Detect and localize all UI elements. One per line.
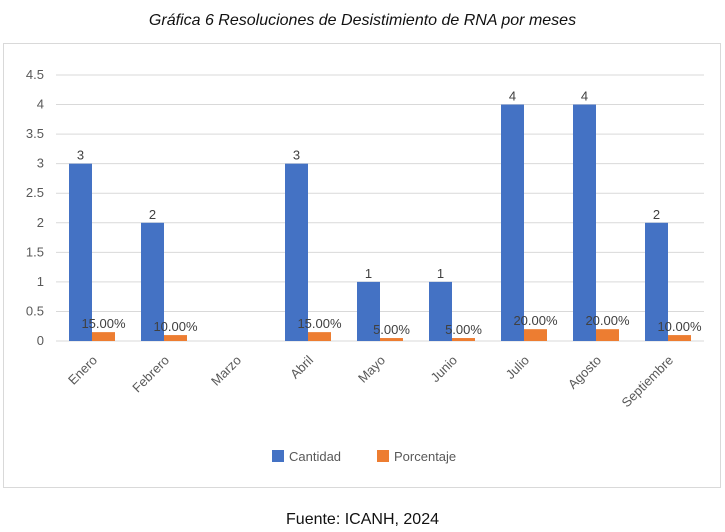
bar-cantidad [69, 163, 92, 341]
data-label-cantidad: 2 [653, 207, 660, 222]
bar-cantidad [645, 222, 668, 341]
bar-cantidad [429, 281, 452, 341]
source-caption: Fuente: ICANH, 2024 [286, 511, 439, 528]
data-label-porcentaje: 10.00% [153, 319, 198, 334]
y-tick-label: 4 [37, 97, 44, 112]
data-label-cantidad: 4 [581, 89, 588, 104]
data-label-porcentaje: 20.00% [585, 313, 630, 328]
x-category-label: Septiembre [619, 353, 677, 411]
data-label-porcentaje: 10.00% [657, 319, 702, 334]
x-category-label: Agosto [565, 353, 604, 392]
y-tick-label: 2 [37, 215, 44, 230]
bar-porcentaje [92, 332, 115, 341]
x-category-label: Marzo [208, 353, 244, 389]
y-tick-label: 2.5 [26, 185, 44, 200]
bar-cantidad [141, 222, 164, 341]
x-category-label: Abril [287, 352, 316, 381]
x-category-label: Febrero [129, 353, 172, 396]
chart-frame: 0 0.5 1 1.5 2 2.5 3 3.5 4 4.5 3 15.00% Enero 2 10.00% F… [3, 43, 721, 488]
y-tick-label: 4.5 [26, 67, 44, 82]
x-category-label: Enero [65, 353, 100, 388]
data-label-cantidad: 1 [437, 266, 444, 281]
data-label-cantidad: 2 [149, 207, 156, 222]
legend-swatch [272, 450, 284, 462]
x-category-label: Junio [428, 353, 461, 386]
x-category-label: Mayo [355, 353, 388, 386]
bar-porcentaje [452, 338, 475, 341]
data-label-cantidad: 1 [365, 266, 372, 281]
bar-porcentaje [380, 338, 403, 341]
data-label-porcentaje: 5.00% [445, 322, 482, 337]
y-tick-label: 1 [37, 274, 44, 289]
y-tick-label: 3.5 [26, 126, 44, 141]
data-label-porcentaje: 15.00% [297, 316, 342, 331]
y-tick-label: 0.5 [26, 303, 44, 318]
y-tick-label: 0 [37, 333, 44, 348]
bar-porcentaje [524, 329, 547, 341]
legend-swatch [377, 450, 389, 462]
bar-cantidad [285, 163, 308, 341]
bar-porcentaje [668, 335, 691, 341]
data-label-cantidad: 3 [293, 148, 300, 163]
bar-chart: 00.511.522.533.544.5315.00%Enero210.00%F… [26, 67, 704, 464]
x-category-label: Julio [503, 353, 533, 383]
bar-cantidad [357, 281, 380, 341]
data-label-porcentaje: 15.00% [81, 316, 126, 331]
bar-cantidad [573, 104, 596, 341]
data-label-cantidad: 3 [77, 148, 84, 163]
chart-title: Gráfica 6 Resoluciones de Desistimiento … [148, 12, 577, 29]
bar-cantidad [501, 104, 524, 341]
bar-porcentaje [596, 329, 619, 341]
y-tick-label: 1.5 [26, 244, 44, 259]
legend-label: Porcentaje [394, 449, 456, 464]
data-label-porcentaje: 20.00% [513, 313, 558, 328]
bar-porcentaje [164, 335, 187, 341]
data-label-cantidad: 4 [509, 89, 516, 104]
y-tick-label: 3 [37, 156, 44, 171]
data-label-porcentaje: 5.00% [373, 322, 410, 337]
legend-label: Cantidad [289, 449, 341, 464]
bar-porcentaje [308, 332, 331, 341]
